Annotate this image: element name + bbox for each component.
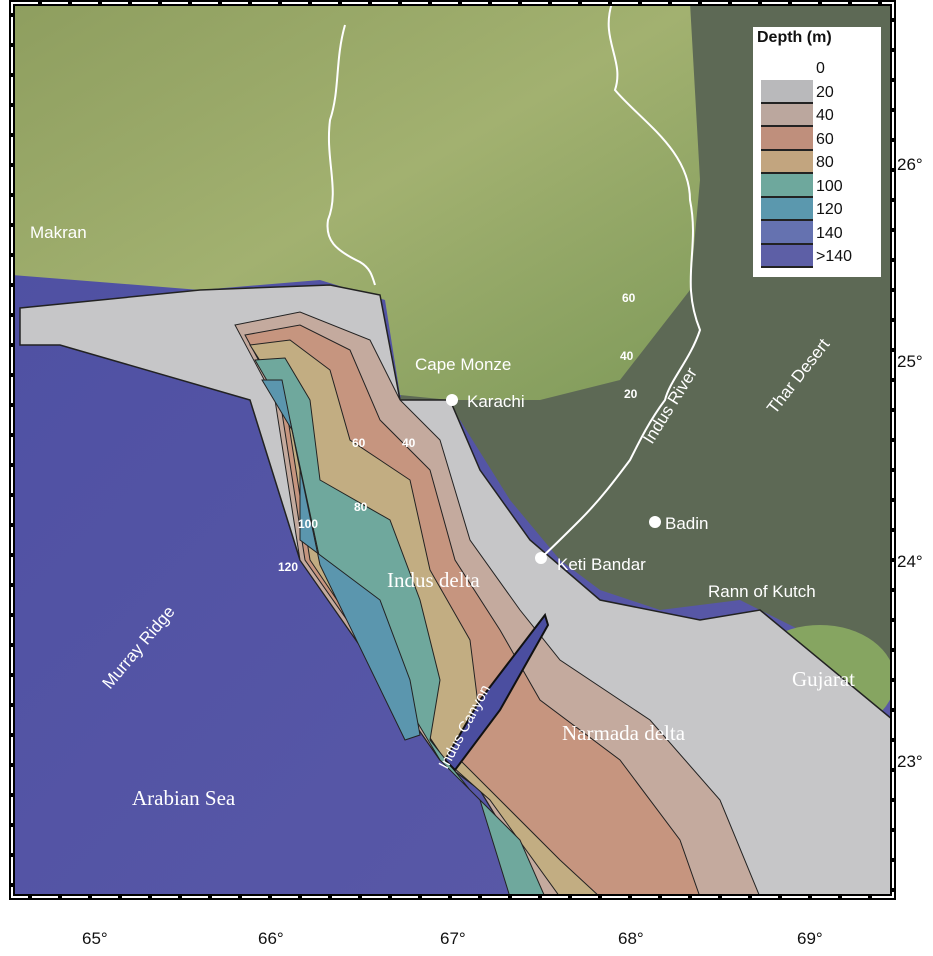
label-arabian-sea: Arabian Sea <box>132 786 236 810</box>
indus-canyon <box>443 612 550 772</box>
legend-swatch <box>761 80 813 104</box>
lon-label: 67° <box>440 929 466 948</box>
legend-swatch <box>761 197 813 221</box>
legend-tick: 60 <box>816 130 834 148</box>
map-frame-ticks <box>11 2 894 898</box>
indus-river <box>540 2 702 559</box>
legend-tick: 80 <box>816 154 834 171</box>
legend-swatch <box>761 150 813 174</box>
label-karachi: Karachi <box>467 392 525 411</box>
contour-label: 60 <box>352 436 366 450</box>
contour-label: 40 <box>620 349 634 363</box>
label-keti-bandar: Keti Bandar <box>557 555 646 574</box>
legend-swatch <box>761 244 813 268</box>
label-indus-delta: Indus delta <box>387 568 480 592</box>
label-narmada-delta: Narmada delta <box>562 721 686 745</box>
lon-label: 65° <box>82 929 108 948</box>
contour-label: 20 <box>624 387 638 401</box>
lat-label: 24° <box>897 552 923 571</box>
lat-label: 26° <box>897 155 923 174</box>
contour-label: 100 <box>298 517 318 531</box>
contour-label: 40 <box>402 436 416 450</box>
lon-label: 68° <box>618 929 644 948</box>
hab-river <box>326 24 376 286</box>
label-makran: Makran <box>30 223 87 242</box>
lon-label: 66° <box>258 929 284 948</box>
legend-tick: 120 <box>816 201 843 218</box>
legend-swatch <box>761 127 813 151</box>
keti-bandar-marker <box>535 552 547 564</box>
legend-tick: 20 <box>816 83 834 101</box>
makran-land <box>12 3 700 400</box>
label-cape-monze: Cape Monze <box>415 355 511 374</box>
depth-legend: Depth (m) 0 20 40 60 80 100 120 140 >140 <box>753 27 881 277</box>
karachi-marker <box>446 394 458 406</box>
lat-label: 23° <box>897 752 923 771</box>
legend-swatch <box>761 221 813 245</box>
legend-swatch <box>761 174 813 198</box>
legend-color-bar <box>761 80 813 268</box>
label-rann-of-kutch: Rann of Kutch <box>708 582 816 601</box>
legend-tick: 40 <box>816 107 834 124</box>
lon-label: 69° <box>797 929 823 948</box>
contour-label: 60 <box>622 291 636 305</box>
label-badin: Badin <box>665 514 708 533</box>
contour-label: 120 <box>278 560 298 574</box>
contour-label: 80 <box>354 500 368 514</box>
badin-marker <box>649 516 661 528</box>
legend-swatch <box>761 103 813 127</box>
legend-tick: 0 <box>816 60 825 77</box>
legend-tick: 100 <box>816 177 843 195</box>
legend-title: Depth (m) <box>757 29 832 46</box>
label-gujarat: Gujarat <box>792 667 855 691</box>
legend-tick: 140 <box>816 224 843 242</box>
lat-label: 25° <box>897 352 923 371</box>
legend-tick: >140 <box>816 248 853 265</box>
shelf-100-120m <box>261 379 421 741</box>
